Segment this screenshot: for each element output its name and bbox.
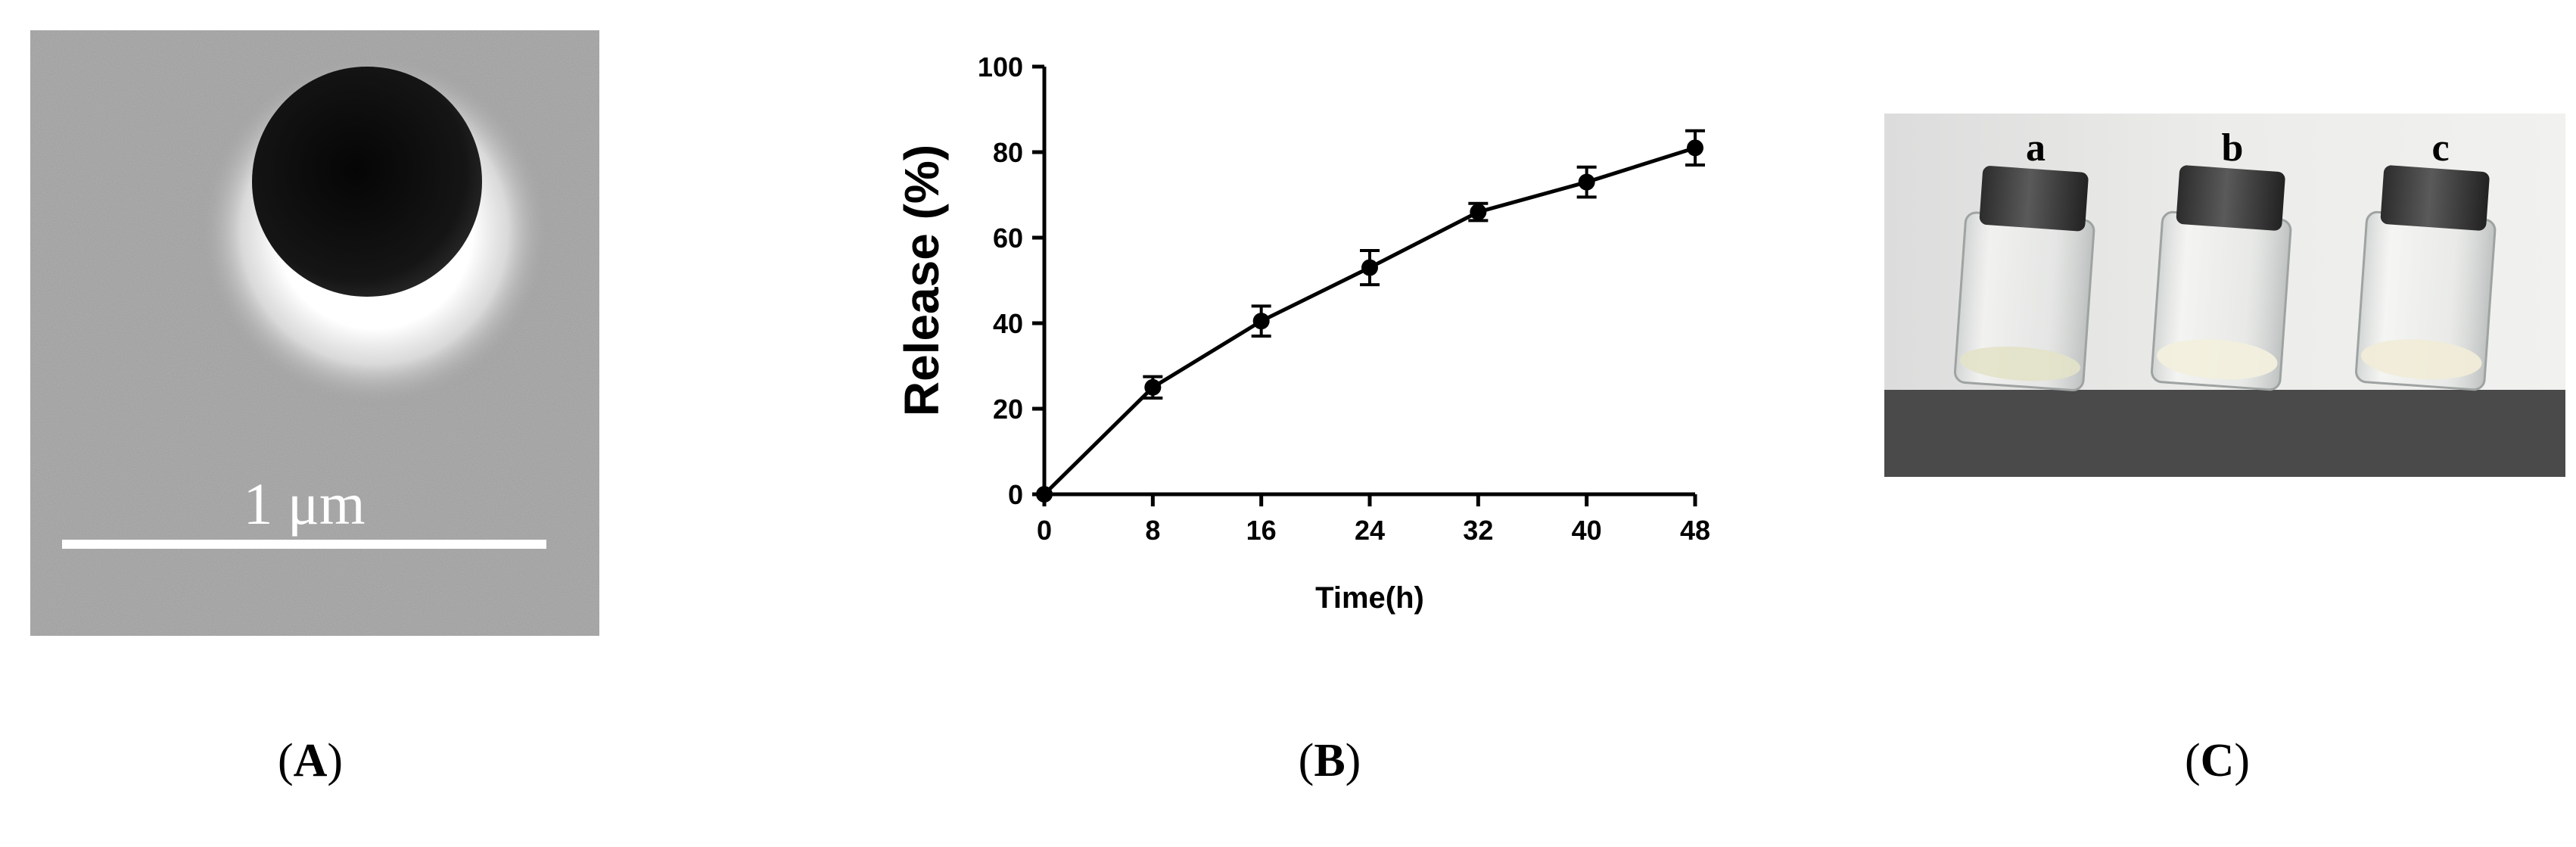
- vial-label-a: a: [2026, 126, 2046, 170]
- x-tick-label: 32: [1463, 515, 1493, 546]
- caption-b-letter: B: [1314, 735, 1346, 786]
- data-point: [1144, 378, 1162, 396]
- scale-bar-label: 1 μm: [244, 471, 366, 537]
- caption-a-letter: A: [293, 735, 328, 786]
- vial-cap-c: [2380, 165, 2490, 231]
- data-point: [1361, 259, 1378, 276]
- vial-a: [1953, 166, 2095, 391]
- caption-c: (C): [2184, 735, 2251, 786]
- y-tick-label: 100: [978, 51, 1023, 83]
- data-point: [1470, 204, 1487, 221]
- y-tick-label: 20: [993, 394, 1023, 425]
- x-tick-label: 0: [1037, 515, 1052, 546]
- chart-marks: [1036, 129, 1705, 503]
- release-chart-panel: 0 8 16 24 32 40 48 0 20 40 60 80 100 Time(h) Release…: [870, 30, 1778, 636]
- vial-c: [2354, 165, 2497, 391]
- particle: [252, 67, 482, 297]
- release-chart: 0 8 16 24 32 40 48 0 20 40 60 80 100 Time(h) Release…: [894, 51, 1710, 615]
- x-tick-label: 16: [1246, 515, 1277, 546]
- y-tick-label: 60: [993, 223, 1023, 254]
- vial-cap-b: [2176, 165, 2285, 231]
- x-tick-label: 8: [1145, 515, 1160, 546]
- sem-image: 1 μm: [30, 30, 599, 636]
- y-tick-label: 80: [993, 137, 1023, 168]
- data-point: [1687, 139, 1703, 157]
- scale-bar: [62, 540, 546, 549]
- caption-a: (A): [277, 735, 344, 786]
- vials-photo-panel: a b c: [1884, 114, 2565, 477]
- sem-image-panel: 1 μm: [30, 30, 599, 636]
- vial-b: [2150, 165, 2292, 391]
- data-point: [1036, 486, 1053, 503]
- y-axis-label: Release (%): [894, 145, 949, 416]
- caption-c-letter: C: [2200, 735, 2235, 786]
- vial-label-c: c: [2431, 126, 2449, 170]
- data-point: [1252, 313, 1270, 330]
- vial-label-b: b: [2222, 126, 2244, 170]
- vials-photo: a b c: [1884, 114, 2565, 477]
- chart-ticks: 0 8 16 24 32 40 48 0 20 40 60 80 100: [978, 51, 1710, 546]
- series-line: [1043, 145, 1696, 496]
- x-tick-label: 48: [1680, 515, 1710, 546]
- data-point: [1578, 173, 1595, 191]
- photo-bench: [1884, 390, 2565, 477]
- x-tick-label: 24: [1355, 515, 1385, 546]
- caption-b: (B): [1298, 735, 1361, 786]
- y-tick-label: 40: [993, 308, 1023, 339]
- x-axis-label: Time(h): [1315, 581, 1424, 615]
- x-tick-label: 40: [1572, 515, 1602, 546]
- vial-cap-a: [1979, 166, 2089, 232]
- y-tick-label: 0: [1008, 479, 1023, 510]
